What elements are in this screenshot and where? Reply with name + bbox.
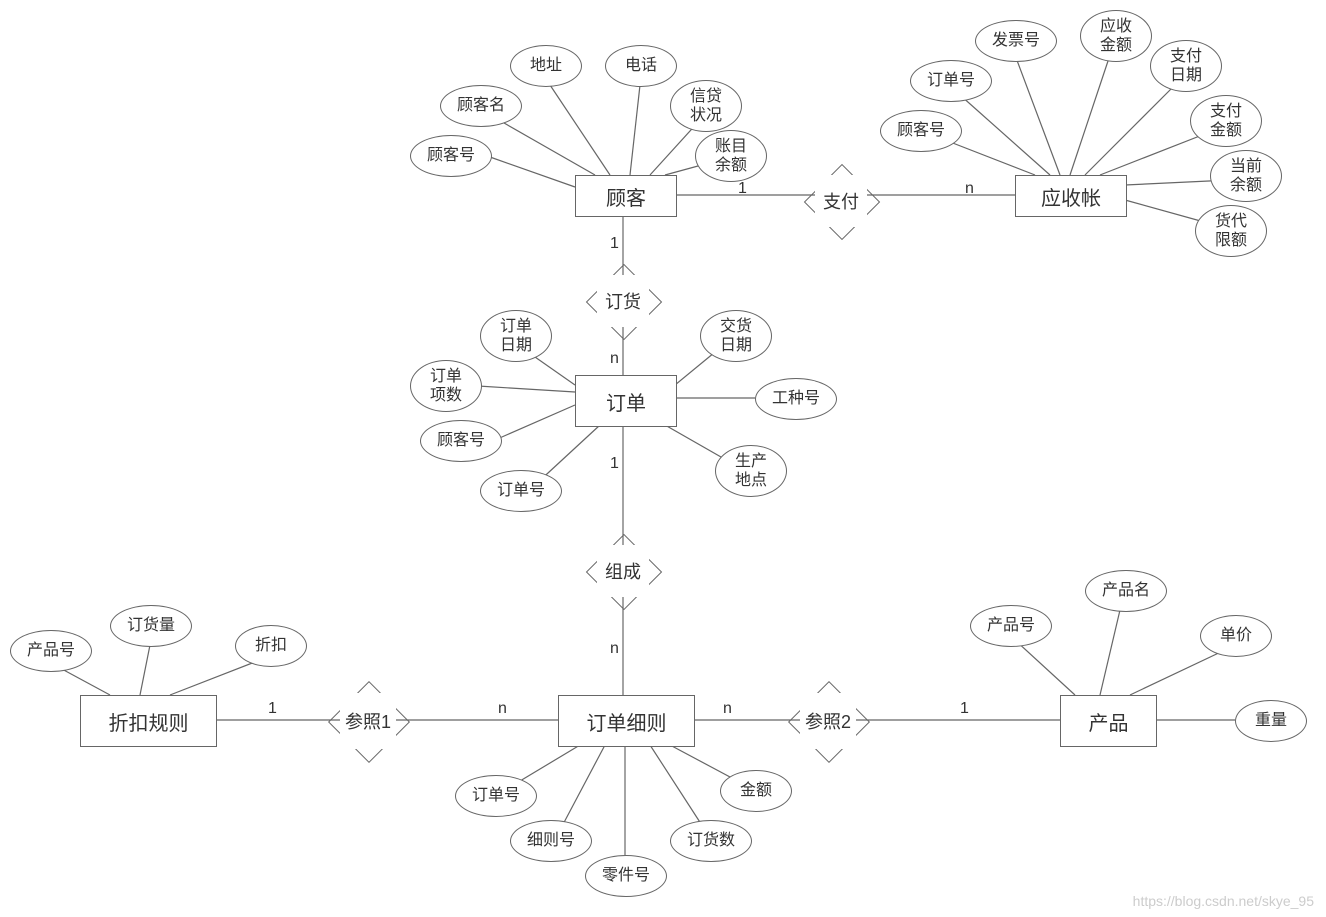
attr-receivable: 当前余额 [1210, 150, 1282, 202]
attr-product: 产品名 [1085, 570, 1167, 612]
attr-order: 工种号 [755, 378, 837, 420]
attr-order_detail: 订单号 [455, 775, 537, 817]
attr-receivable: 货代限额 [1195, 205, 1267, 257]
attr-order_detail: 金额 [720, 770, 792, 812]
attr-order: 交货日期 [700, 310, 772, 362]
attr-receivable: 订单号 [910, 60, 992, 102]
attr-order: 顾客号 [420, 420, 502, 462]
attr-product: 单价 [1200, 615, 1272, 657]
attr-customer: 地址 [510, 45, 582, 87]
attr-customer: 信贷状况 [670, 80, 742, 132]
relationship-ref2: 参照2 [800, 693, 856, 749]
entity-product: 产品 [1060, 695, 1157, 747]
attr-receivable: 应收金额 [1080, 10, 1152, 62]
attr-order: 订单项数 [410, 360, 482, 412]
relationship-ref1: 参照1 [340, 693, 396, 749]
attr-order: 订单日期 [480, 310, 552, 362]
cardinality: 1 [738, 180, 747, 198]
attr-receivable: 支付日期 [1150, 40, 1222, 92]
attr-receivable: 支付金额 [1190, 95, 1262, 147]
attr-receivable: 发票号 [975, 20, 1057, 62]
cardinality: 1 [610, 235, 619, 253]
attr-receivable: 顾客号 [880, 110, 962, 152]
watermark: https://blog.csdn.net/skye_95 [1133, 893, 1314, 909]
attr-order: 订单号 [480, 470, 562, 512]
attr-customer: 顾客号 [410, 135, 492, 177]
relationship-compose: 组成 [597, 545, 649, 597]
entity-order_detail: 订单细则 [558, 695, 695, 747]
attr-discount_rule: 折扣 [235, 625, 307, 667]
entity-order: 订单 [575, 375, 677, 427]
cardinality: n [965, 180, 974, 198]
attr-order: 生产地点 [715, 445, 787, 497]
edges-layer [0, 0, 1326, 917]
attr-product: 产品号 [970, 605, 1052, 647]
entity-discount_rule: 折扣规则 [80, 695, 217, 747]
cardinality: n [723, 700, 732, 718]
attr-order_detail: 零件号 [585, 855, 667, 897]
entity-receivable: 应收帐 [1015, 175, 1127, 217]
cardinality: n [498, 700, 507, 718]
entity-customer: 顾客 [575, 175, 677, 217]
attr-order_detail: 订货数 [670, 820, 752, 862]
attr-discount_rule: 产品号 [10, 630, 92, 672]
attr-discount_rule: 订货量 [110, 605, 192, 647]
cardinality: 1 [960, 700, 969, 718]
attr-customer: 账目余额 [695, 130, 767, 182]
cardinality: n [610, 640, 619, 658]
attr-customer: 顾客名 [440, 85, 522, 127]
attr-product: 重量 [1235, 700, 1307, 742]
relationship-pay: 支付 [815, 175, 867, 227]
attr-order_detail: 细则号 [510, 820, 592, 862]
cardinality: n [610, 350, 619, 368]
attr-customer: 电话 [605, 45, 677, 87]
relationship-order_rel: 订货 [597, 275, 649, 327]
cardinality: 1 [268, 700, 277, 718]
cardinality: 1 [610, 455, 619, 473]
